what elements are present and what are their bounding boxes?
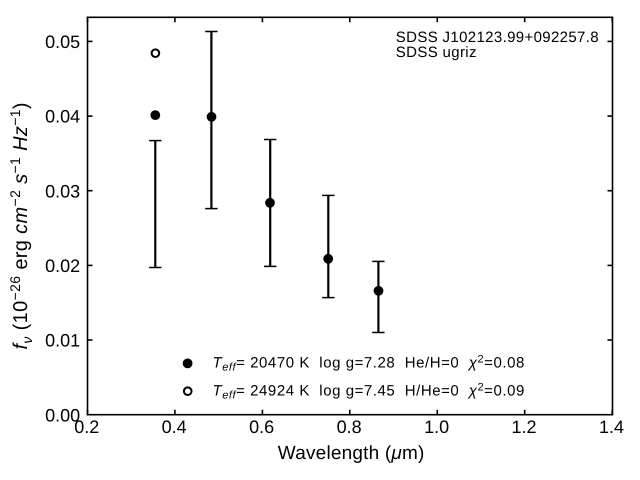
svg-text:0.8: 0.8: [337, 417, 362, 437]
svg-text:1.4: 1.4: [599, 417, 624, 437]
svg-text:0.01: 0.01: [45, 331, 80, 351]
svg-text:0.00: 0.00: [45, 405, 80, 425]
svg-text:0.04: 0.04: [45, 107, 80, 127]
svg-text:1.0: 1.0: [424, 417, 449, 437]
svg-text:0.4: 0.4: [162, 417, 187, 437]
svg-text:0.05: 0.05: [45, 32, 80, 52]
svg-text:SDSS ugriz: SDSS ugriz: [396, 44, 477, 61]
svg-text:fν (10−26 erg cm−2 s−1 Hz−1): fν (10−26 erg cm−2 s−1 Hz−1): [7, 102, 35, 350]
svg-text:1.2: 1.2: [511, 417, 536, 437]
svg-text:Wavelength (μm): Wavelength (μm): [278, 443, 425, 464]
svg-text:SDSS J102123.99+092257.8: SDSS J102123.99+092257.8: [396, 29, 599, 46]
svg-text:0.2: 0.2: [74, 417, 99, 437]
svg-text:0.6: 0.6: [249, 417, 274, 437]
svg-text:0.02: 0.02: [45, 256, 80, 276]
svg-text:0.03: 0.03: [45, 181, 80, 201]
svg-text:Teff= 20470 K log g=7.28 He/: Teff= 20470 K log g=7.28 He/H=0 χ2=0.08: [213, 354, 525, 374]
svg-text:Teff= 24924 K log g=7.45 H/H: Teff= 24924 K log g=7.45 H/He=0 χ2=0.09: [213, 382, 525, 402]
